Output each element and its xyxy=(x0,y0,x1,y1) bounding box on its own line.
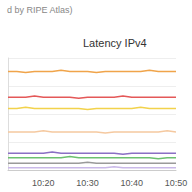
svg-text:10:40: 10:40 xyxy=(121,178,144,188)
svg-text:Latency IPv4: Latency IPv4 xyxy=(83,37,147,49)
svg-text:10:30: 10:30 xyxy=(76,178,99,188)
svg-text:10:20: 10:20 xyxy=(32,178,55,188)
svg-text:10:50: 10:50 xyxy=(165,178,188,188)
svg-text:d by RIPE Atlas): d by RIPE Atlas) xyxy=(7,5,73,15)
